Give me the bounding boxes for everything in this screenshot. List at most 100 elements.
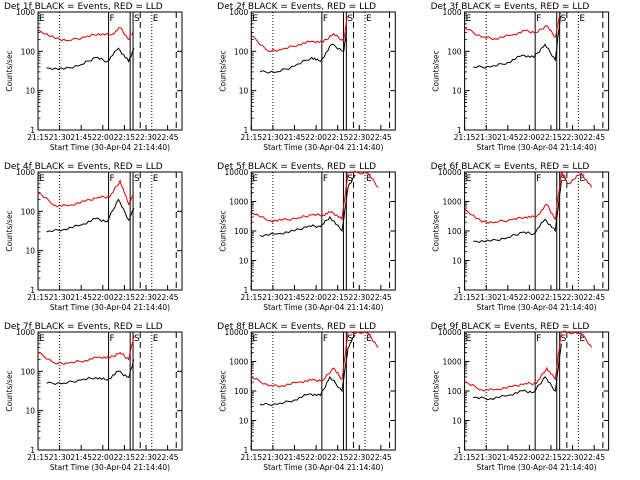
x-tick-label: 22:45 <box>157 133 179 142</box>
panel-det-7: Det 7f BLACK = Events, RED = LLD 1 10 100 10… <box>4 322 183 472</box>
x-tick-label: 21:45 <box>497 293 519 302</box>
panel-det-5: Det 5f BLACK = Events, RED = LLD 1 10 100 10… <box>217 162 396 312</box>
plot-frame <box>37 331 183 451</box>
event-marker-label: E <box>252 174 258 184</box>
x-tick-label: 21:30 <box>475 133 497 142</box>
lld-series-line <box>37 335 135 366</box>
x-tick-label: 21:45 <box>70 293 92 302</box>
x-tick-label: 22:15 <box>327 453 349 462</box>
y-tick-label: 1 <box>30 126 35 135</box>
panel-title: Det 1f BLACK = Events, RED = LLD <box>4 2 163 12</box>
panel-det-6: Det 6f BLACK = Events, RED = LLD 1 10 100 10… <box>431 162 610 312</box>
x-tick-label: 21:15 <box>454 453 476 462</box>
x-tick-label: 22:15 <box>327 293 349 302</box>
lld-series-line <box>464 330 593 392</box>
y-tick-label: 100 <box>234 387 249 396</box>
event-marker-label: E <box>579 174 585 184</box>
y-tick-label: 1 <box>244 446 249 455</box>
event-marker-label: F <box>110 334 115 344</box>
y-tick-label: 10 <box>25 87 35 96</box>
panel-det-1: Det 1f BLACK = Events, RED = LLD 1 10 100 10… <box>4 2 183 152</box>
lld-series-line <box>250 170 379 223</box>
y-tick-label: 1000 <box>229 358 248 367</box>
x-tick-label: 22:00 <box>92 293 114 302</box>
event-marker-label: S <box>561 334 567 344</box>
x-tick-label: 22:30 <box>135 133 157 142</box>
x-tick-label: 22:45 <box>370 293 392 302</box>
y-tick-label: 1 <box>457 286 462 295</box>
event-marker-label: E <box>252 14 258 24</box>
event-marker-label: F <box>323 334 328 344</box>
panel-title: Det 6f BLACK = Events, RED = LLD <box>431 162 590 172</box>
x-tick-label: 22:45 <box>157 453 179 462</box>
x-axis-label: Start Time (30-Apr-04 21:14:40) <box>263 303 383 312</box>
x-tick-label: 22:30 <box>562 453 584 462</box>
x-tick-label: 21:30 <box>49 293 71 302</box>
event-marker-label: E <box>466 334 472 344</box>
y-tick-label: 1000 <box>16 328 35 337</box>
plot-frame <box>250 11 396 131</box>
plot-frame <box>37 11 183 131</box>
y-tick-label: 10 <box>452 87 462 96</box>
panel-det-9: Det 9f BLACK = Events, RED = LLD 1 10 100 10… <box>431 322 610 472</box>
event-marker-label: E <box>366 334 372 344</box>
events-series-line <box>473 343 562 401</box>
y-tick-label: 10 <box>452 417 462 426</box>
x-tick-label: 22:30 <box>348 133 370 142</box>
event-marker-label: F <box>536 334 541 344</box>
y-tick-label: 1 <box>457 126 462 135</box>
y-tick-label: 100 <box>234 227 249 236</box>
y-axis-label: Counts/sec <box>218 210 227 251</box>
x-axis-label: Start Time (30-Apr-04 21:14:40) <box>476 463 596 472</box>
panel-title: Det 7f BLACK = Events, RED = LLD <box>4 322 163 332</box>
panel-title: Det 5f BLACK = Events, RED = LLD <box>217 162 376 172</box>
x-axis-label: Start Time (30-Apr-04 21:14:40) <box>263 463 383 472</box>
x-tick-label: 22:15 <box>114 453 136 462</box>
x-tick-label: 21:45 <box>497 133 519 142</box>
x-tick-label: 21:30 <box>475 293 497 302</box>
x-tick-label: 22:00 <box>305 133 327 142</box>
event-marker-label: F <box>323 14 328 24</box>
event-marker-label: E <box>39 334 45 344</box>
panel-title: Det 3f BLACK = Events, RED = LLD <box>431 2 590 12</box>
x-tick-label: 22:15 <box>114 133 136 142</box>
x-tick-label: 22:15 <box>540 453 562 462</box>
y-tick-label: 1000 <box>229 8 248 17</box>
x-tick-label: 22:15 <box>540 133 562 142</box>
event-marker-label: E <box>366 174 372 184</box>
x-axis-label: Start Time (30-Apr-04 21:14:40) <box>263 143 383 152</box>
y-tick-label: 1 <box>244 126 249 135</box>
y-axis-label: Counts/sec <box>5 210 14 251</box>
events-series-line <box>259 32 347 74</box>
y-tick-label: 100 <box>447 227 462 236</box>
event-marker-label: F <box>536 174 541 184</box>
x-tick-label: 21:15 <box>27 293 49 302</box>
x-tick-label: 22:30 <box>348 453 370 462</box>
y-tick-label: 1000 <box>16 8 35 17</box>
event-marker-label: E <box>579 14 585 24</box>
y-tick-label: 10 <box>25 247 35 256</box>
event-marker-label: E <box>39 14 45 24</box>
x-tick-label: 21:15 <box>240 133 262 142</box>
y-tick-label: 1 <box>244 286 249 295</box>
event-marker-label: S <box>347 14 353 24</box>
event-marker-label: F <box>110 14 115 24</box>
event-marker-label: S <box>347 174 353 184</box>
y-tick-label: 10 <box>239 87 249 96</box>
y-tick-label: 10000 <box>438 328 462 337</box>
panel-title: Det 2f BLACK = Events, RED = LLD <box>217 2 376 12</box>
y-tick-label: 10000 <box>224 328 248 337</box>
x-tick-label: 21:45 <box>284 453 306 462</box>
events-series-line <box>473 15 561 69</box>
x-tick-label: 22:45 <box>370 133 392 142</box>
x-tick-label: 22:45 <box>370 453 392 462</box>
y-axis-label: Counts/sec <box>5 50 14 91</box>
x-tick-label: 22:30 <box>562 133 584 142</box>
x-tick-label: 22:30 <box>135 453 157 462</box>
event-marker-label: S <box>561 14 567 24</box>
plot-frame <box>250 331 396 451</box>
y-tick-label: 1000 <box>16 168 35 177</box>
x-tick-label: 21:15 <box>27 133 49 142</box>
panel-title: Det 4f BLACK = Events, RED = LLD <box>4 162 163 172</box>
